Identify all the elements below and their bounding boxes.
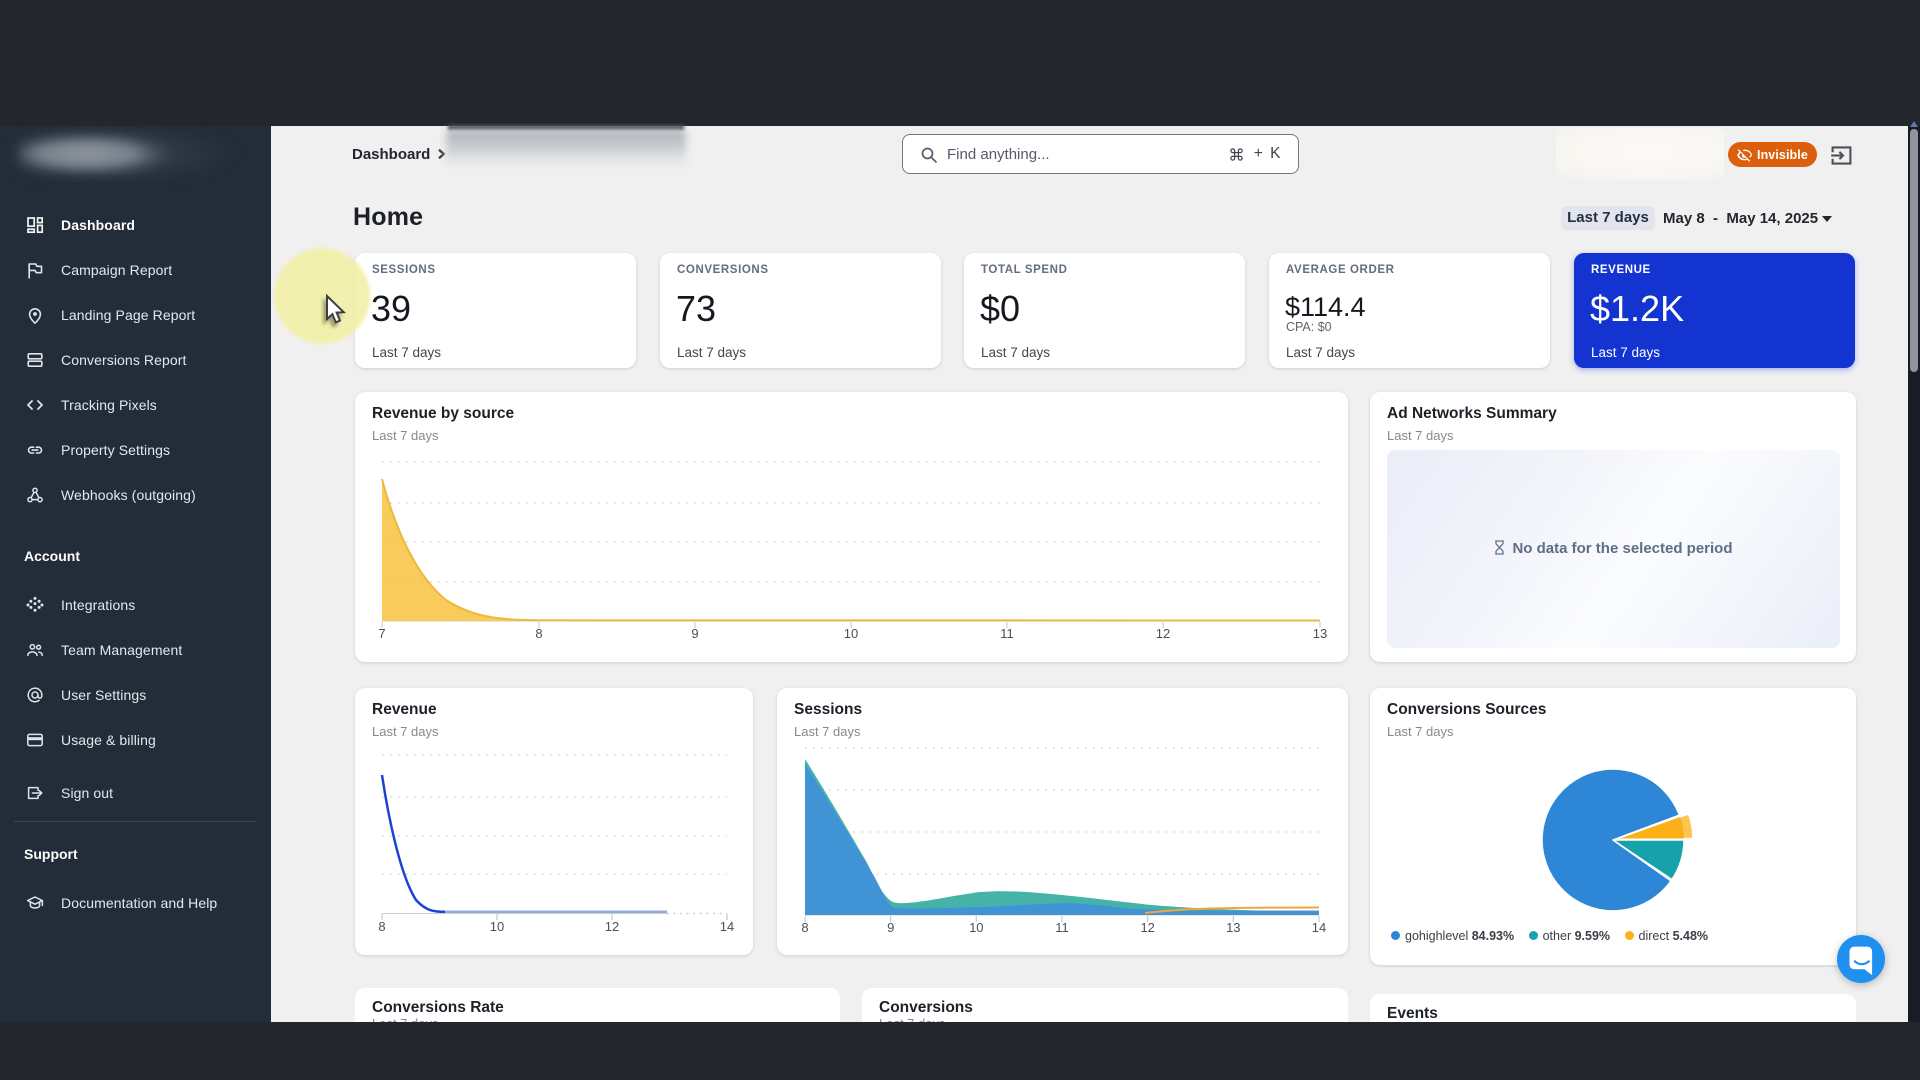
svg-text:9: 9 xyxy=(691,626,698,641)
svg-text:7: 7 xyxy=(378,626,385,641)
svg-text:14: 14 xyxy=(720,919,734,934)
svg-text:9: 9 xyxy=(887,920,894,935)
svg-text:8: 8 xyxy=(378,919,385,934)
svg-text:12: 12 xyxy=(1140,920,1154,935)
svg-text:13: 13 xyxy=(1313,626,1327,641)
svg-text:8: 8 xyxy=(535,626,542,641)
svg-text:13: 13 xyxy=(1226,920,1240,935)
svg-text:10: 10 xyxy=(490,919,504,934)
svg-text:11: 11 xyxy=(1055,920,1069,935)
svg-text:12: 12 xyxy=(605,919,619,934)
svg-text:14: 14 xyxy=(1312,920,1326,935)
svg-text:10: 10 xyxy=(844,626,858,641)
svg-text:10: 10 xyxy=(969,920,983,935)
svg-text:11: 11 xyxy=(1000,626,1014,641)
svg-text:8: 8 xyxy=(801,920,808,935)
svg-text:12: 12 xyxy=(1156,626,1170,641)
